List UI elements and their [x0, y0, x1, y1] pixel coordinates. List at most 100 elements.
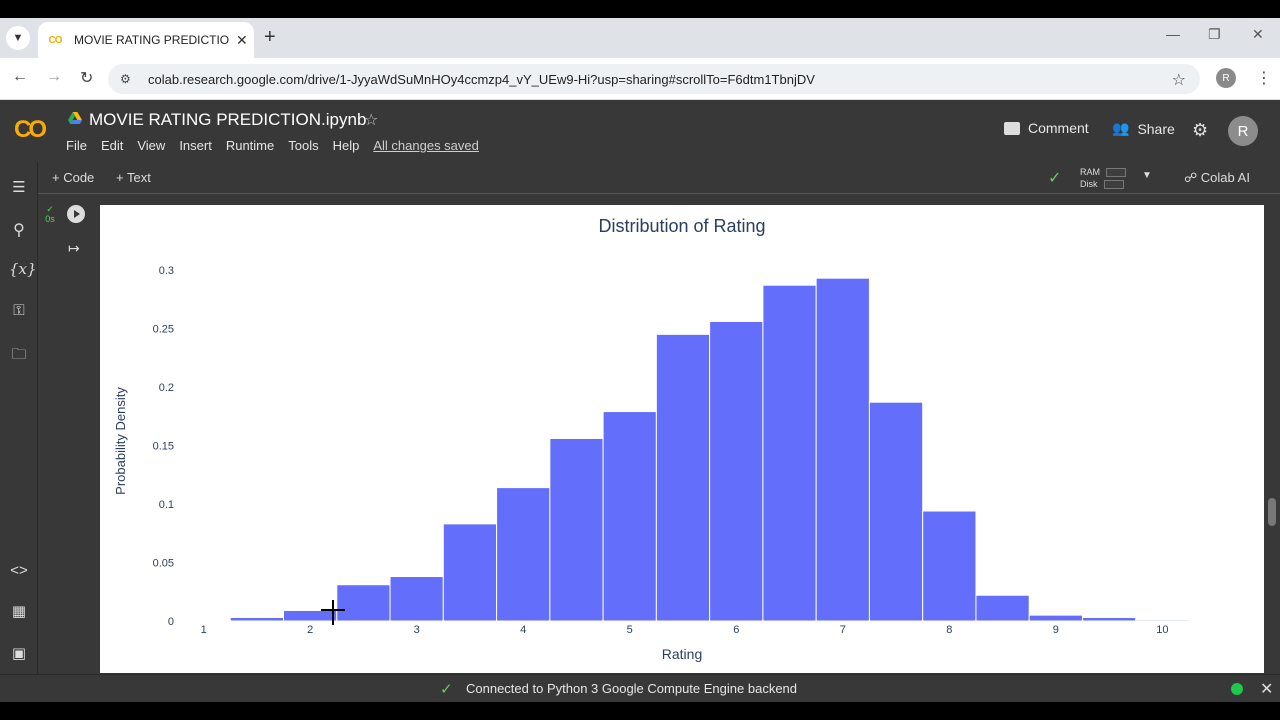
x-tick-labels: 1 2 3 4 5 6 7 8 9 10 — [201, 624, 1169, 636]
site-info-icon[interactable]: ⚙ — [120, 72, 131, 86]
notebook-toolbar: + Code + Text ✓ RAM Disk ▼ ☍ Colab AI ⌃ — [38, 162, 1280, 194]
save-status-link[interactable]: All changes saved — [373, 138, 479, 153]
histogram-bar-15[interactable] — [975, 594, 1030, 622]
histogram-bar-2[interactable] — [283, 609, 338, 622]
x-axis-label: Rating — [662, 646, 702, 662]
google-drive-icon — [68, 112, 82, 124]
cell-exec-status: ✓ 0s — [45, 204, 55, 224]
comment-icon — [1004, 121, 1020, 135]
x-tick-label: 1 — [201, 624, 207, 636]
resource-monitor[interactable]: RAM Disk — [1080, 166, 1126, 190]
histogram-bar-14[interactable] — [922, 510, 977, 622]
variables-icon[interactable]: {x} — [9, 260, 37, 278]
histogram-bar-13[interactable] — [868, 401, 924, 622]
status-message: Connected to Python 3 Google Compute Eng… — [466, 681, 798, 696]
star-notebook-icon[interactable]: ☆ — [364, 112, 379, 129]
histogram-bar-9[interactable] — [655, 333, 711, 622]
crosshair-cursor-icon — [321, 600, 345, 625]
menu-help[interactable]: Help — [332, 138, 360, 153]
ram-label: RAM — [1080, 167, 1100, 177]
histogram-bar-5[interactable] — [442, 523, 498, 622]
browser-menu-kebab-icon[interactable]: ⋮ — [1256, 70, 1272, 87]
x-tick-label: 3 — [414, 624, 420, 636]
share-button[interactable]: 👥 Share — [1112, 120, 1175, 137]
restore-icon[interactable]: ❐ — [1208, 26, 1221, 42]
minimize-icon[interactable]: — — [1166, 26, 1180, 42]
colab-logo[interactable]: CO — [14, 116, 47, 143]
window-close-icon[interactable]: ✕ — [1252, 26, 1264, 42]
status-bar: ✓ Connected to Python 3 Google Compute E… — [0, 674, 1280, 702]
histogram-bar-3[interactable] — [336, 584, 391, 622]
run-cell-icon[interactable] — [67, 205, 85, 223]
histogram-bar-18[interactable] — [1135, 619, 1190, 622]
tab-search-chevron-icon[interactable]: ▼ — [6, 26, 30, 50]
histogram-bar-10[interactable] — [709, 320, 764, 622]
browser-profile-avatar[interactable]: R — [1216, 68, 1236, 88]
y-tick-label: 0.1 — [159, 499, 174, 511]
y-tick-labels: 0 0.05 0.1 0.15 0.2 0.25 0.3 — [153, 265, 174, 628]
command-palette-icon[interactable]: ▦ — [11, 603, 27, 620]
histogram-bar-17[interactable] — [1081, 616, 1137, 622]
share-label: Share — [1137, 120, 1175, 137]
output-actions-icon[interactable]: ↦ — [68, 240, 80, 256]
menu-runtime[interactable]: Runtime — [225, 138, 275, 153]
colab-favicon-icon: CO — [48, 34, 63, 46]
code-snippets-icon[interactable]: <> — [10, 562, 28, 579]
x-tick-label: 5 — [627, 624, 633, 636]
tab-close-icon[interactable]: ✕ — [236, 31, 248, 48]
histogram-bar-7[interactable] — [549, 437, 604, 622]
histogram-chart: 1 2 3 4 5 6 7 8 9 10 0 0.05 0.1 0.15 0.2 0.25 0.3 Distr… — [113, 216, 1190, 662]
menu-tools[interactable]: Tools — [288, 138, 319, 153]
histogram-bar-12[interactable] — [815, 277, 870, 622]
url-omnibox[interactable]: ⚙ colab.research.google.com/drive/1-Jyya… — [108, 64, 1200, 94]
browser-tab[interactable]: CO MOVIE RATING PREDICTION.ip ✕ — [38, 22, 254, 58]
user-avatar[interactable]: R — [1228, 116, 1258, 146]
ram-meter — [1106, 168, 1126, 178]
menu-insert[interactable]: Insert — [179, 138, 212, 153]
histogram-bar-0[interactable] — [176, 619, 231, 622]
comment-label: Comment — [1028, 120, 1089, 136]
forward-arrow-icon[interactable]: → — [46, 68, 62, 85]
x-tick-label: 7 — [840, 624, 846, 636]
runtime-dropdown-icon[interactable]: ▼ — [1142, 170, 1152, 181]
add-code-button[interactable]: + Code — [52, 170, 95, 185]
new-tab-plus-icon[interactable]: + — [264, 26, 276, 48]
comment-button[interactable]: Comment — [1004, 120, 1089, 136]
chart-title: Distribution of Rating — [598, 216, 765, 236]
terminal-icon[interactable]: ▣ — [11, 645, 27, 662]
histogram-bar-11[interactable] — [762, 284, 817, 622]
histogram-bar-16[interactable] — [1028, 614, 1083, 622]
settings-gear-icon[interactable]: ⚙ — [1192, 120, 1209, 140]
connected-check-icon: ✓ — [1048, 170, 1062, 187]
y-axis-label: Probability Density — [113, 387, 128, 495]
histogram-bar-4[interactable] — [389, 576, 444, 622]
histogram-bar-1[interactable] — [229, 616, 285, 622]
page-scrollbar[interactable] — [1268, 498, 1276, 526]
share-people-icon: 👥 — [1112, 120, 1130, 136]
files-folder-icon[interactable]: 🗀 — [11, 346, 27, 363]
x-tick-label: 10 — [1156, 624, 1168, 636]
menu-bar: File Edit View Insert Runtime Tools Help… — [66, 138, 479, 153]
notebook-title[interactable]: MOVIE RATING PREDICTION.ipynb — [89, 110, 367, 129]
x-tick-label: 9 — [1053, 624, 1059, 636]
cell-output-plot: 1 2 3 4 5 6 7 8 9 10 0 0.05 0.1 0.15 0.2 0.25 0.3 Distr… — [100, 205, 1264, 673]
browser-tab-bar: ▼ CO MOVIE RATING PREDICTION.ip ✕ + — ❐ … — [0, 18, 1280, 58]
colab-ai-label: Colab AI — [1200, 170, 1250, 185]
secrets-key-icon[interactable]: ⚿ — [13, 302, 25, 319]
back-arrow-icon[interactable]: ← — [12, 68, 28, 85]
histogram-bar-6[interactable] — [496, 487, 551, 622]
left-sidebar: ☰ ⚲ {x} ⚿ 🗀 <> ▦ ▣ — [0, 162, 38, 674]
menu-file[interactable]: File — [66, 138, 87, 153]
bookmark-star-icon[interactable]: ☆ — [1171, 72, 1186, 89]
url-text[interactable]: colab.research.google.com/drive/1-JyyaWd… — [148, 71, 815, 87]
menu-edit[interactable]: Edit — [100, 138, 124, 153]
menu-view[interactable]: View — [137, 138, 166, 153]
colab-ai-button[interactable]: ☍ Colab AI — [1184, 170, 1250, 186]
histogram-bar-8[interactable] — [602, 411, 657, 622]
table-of-contents-icon[interactable]: ☰ — [12, 179, 26, 196]
y-tick-label: 0.2 — [159, 382, 174, 394]
search-icon[interactable]: ⚲ — [13, 222, 25, 239]
reload-icon[interactable]: ↻ — [80, 70, 94, 87]
add-text-button[interactable]: + Text — [116, 170, 151, 185]
status-close-icon[interactable]: ✕ — [1260, 681, 1274, 698]
